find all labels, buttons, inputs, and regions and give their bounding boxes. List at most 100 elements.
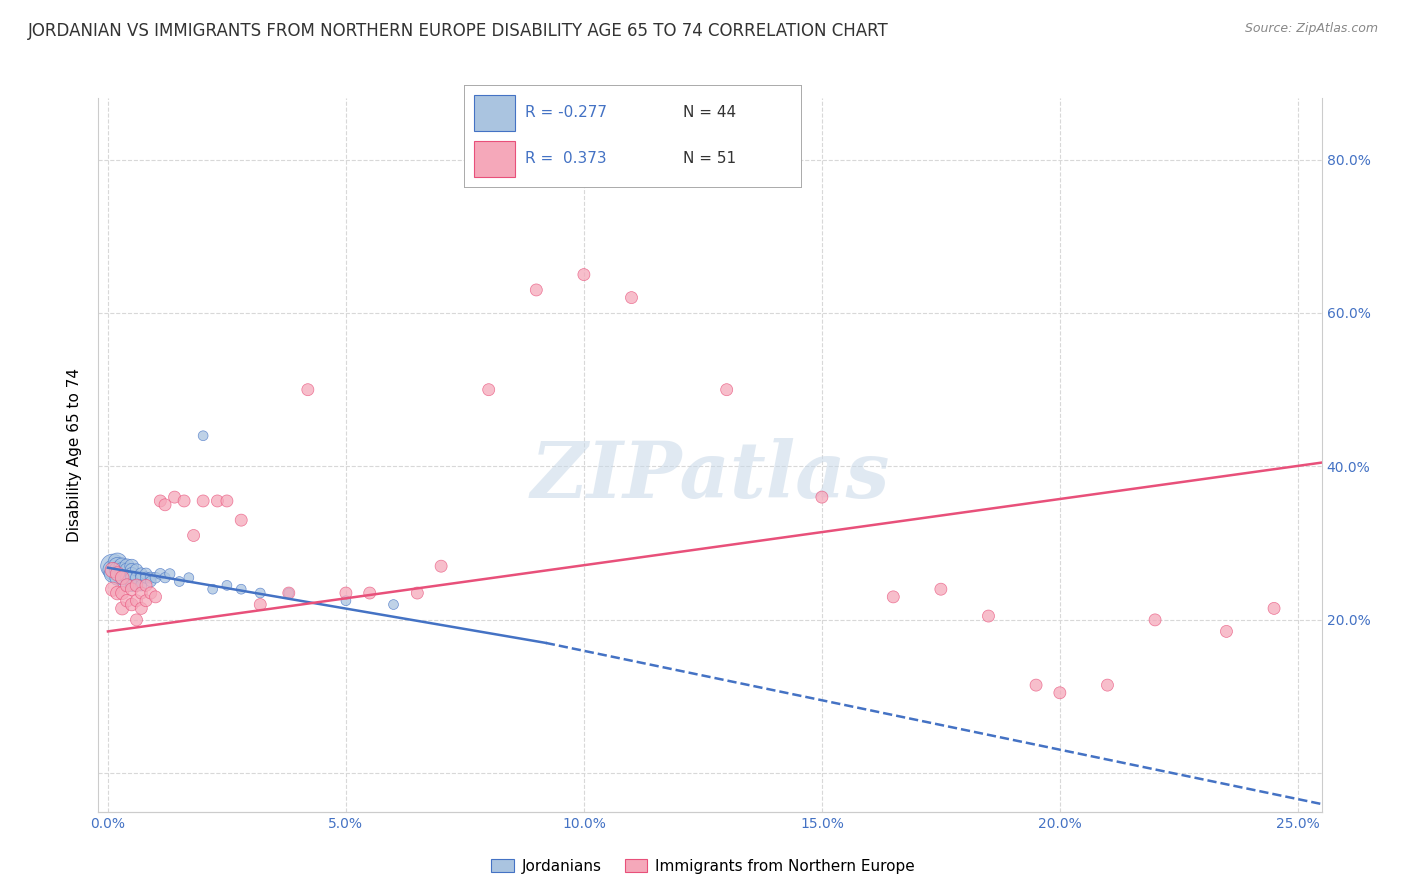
Legend: Jordanians, Immigrants from Northern Europe: Jordanians, Immigrants from Northern Eur…: [485, 853, 921, 880]
Point: [111, 559, 134, 574]
Point: [1263, 601, 1285, 615]
Point: [135, 593, 157, 607]
Point: [153, 498, 176, 512]
Point: [231, 582, 253, 597]
Point: [129, 601, 152, 615]
Point: [135, 578, 157, 592]
Point: [977, 609, 1000, 624]
Point: [1025, 678, 1047, 692]
Point: [111, 586, 134, 600]
Point: [359, 586, 381, 600]
Point: [115, 563, 138, 577]
Point: [177, 571, 200, 585]
Point: [149, 494, 172, 508]
FancyBboxPatch shape: [474, 141, 515, 177]
Point: [115, 559, 138, 574]
Point: [1097, 678, 1119, 692]
Point: [107, 566, 129, 581]
Point: [125, 613, 148, 627]
Point: [129, 571, 152, 585]
Point: [191, 494, 214, 508]
Text: Source: ZipAtlas.com: Source: ZipAtlas.com: [1244, 22, 1378, 36]
Point: [201, 582, 224, 597]
Point: [277, 586, 299, 600]
Point: [297, 383, 319, 397]
Point: [107, 586, 129, 600]
Point: [121, 578, 143, 592]
Point: [215, 494, 238, 508]
Point: [107, 555, 129, 569]
Point: [335, 586, 357, 600]
Point: [111, 571, 134, 585]
Y-axis label: Disability Age 65 to 74: Disability Age 65 to 74: [67, 368, 83, 542]
Point: [129, 586, 152, 600]
Point: [139, 586, 162, 600]
Text: N = 51: N = 51: [683, 151, 737, 166]
Point: [125, 571, 148, 585]
Point: [107, 571, 129, 585]
Point: [478, 383, 501, 397]
Point: [882, 590, 904, 604]
Text: N = 44: N = 44: [683, 105, 737, 120]
Point: [169, 574, 191, 589]
Point: [125, 593, 148, 607]
Point: [111, 571, 134, 585]
Point: [125, 578, 148, 592]
Point: [215, 578, 238, 592]
Text: R =  0.373: R = 0.373: [524, 151, 606, 166]
Point: [101, 582, 124, 597]
Point: [121, 582, 143, 597]
Point: [111, 601, 134, 615]
Point: [183, 528, 205, 542]
Point: [149, 566, 172, 581]
Point: [125, 578, 148, 592]
Point: [121, 566, 143, 581]
Point: [163, 490, 186, 504]
Point: [1049, 686, 1071, 700]
Point: [929, 582, 952, 597]
Point: [135, 566, 157, 581]
Text: R = -0.277: R = -0.277: [524, 105, 607, 120]
Point: [153, 571, 176, 585]
Point: [1215, 624, 1237, 639]
FancyBboxPatch shape: [474, 95, 515, 131]
Point: [716, 383, 738, 397]
Point: [173, 494, 195, 508]
Point: [121, 559, 143, 574]
Point: [406, 586, 429, 600]
Point: [115, 571, 138, 585]
Point: [524, 283, 547, 297]
Point: [121, 598, 143, 612]
Point: [145, 571, 167, 585]
Point: [115, 578, 138, 592]
Point: [129, 566, 152, 581]
Point: [620, 291, 643, 305]
Point: [111, 563, 134, 577]
Point: [145, 590, 167, 604]
Point: [191, 428, 214, 442]
Point: [135, 571, 157, 585]
Point: [1144, 613, 1167, 627]
Point: [207, 494, 229, 508]
Point: [115, 593, 138, 607]
Point: [811, 490, 834, 504]
Point: [159, 566, 181, 581]
Point: [572, 268, 595, 282]
Point: [430, 559, 453, 574]
Point: [101, 559, 124, 574]
Point: [249, 586, 271, 600]
Point: [249, 598, 271, 612]
Point: [101, 566, 124, 581]
Point: [125, 563, 148, 577]
Point: [101, 563, 124, 577]
Point: [335, 593, 357, 607]
Point: [115, 578, 138, 592]
Point: [107, 559, 129, 574]
Point: [139, 574, 162, 589]
Point: [101, 563, 124, 577]
Text: JORDANIAN VS IMMIGRANTS FROM NORTHERN EUROPE DISABILITY AGE 65 TO 74 CORRELATION: JORDANIAN VS IMMIGRANTS FROM NORTHERN EU…: [28, 22, 889, 40]
Point: [382, 598, 405, 612]
Point: [121, 571, 143, 585]
Point: [277, 586, 299, 600]
Text: ZIPatlas: ZIPatlas: [530, 438, 890, 515]
